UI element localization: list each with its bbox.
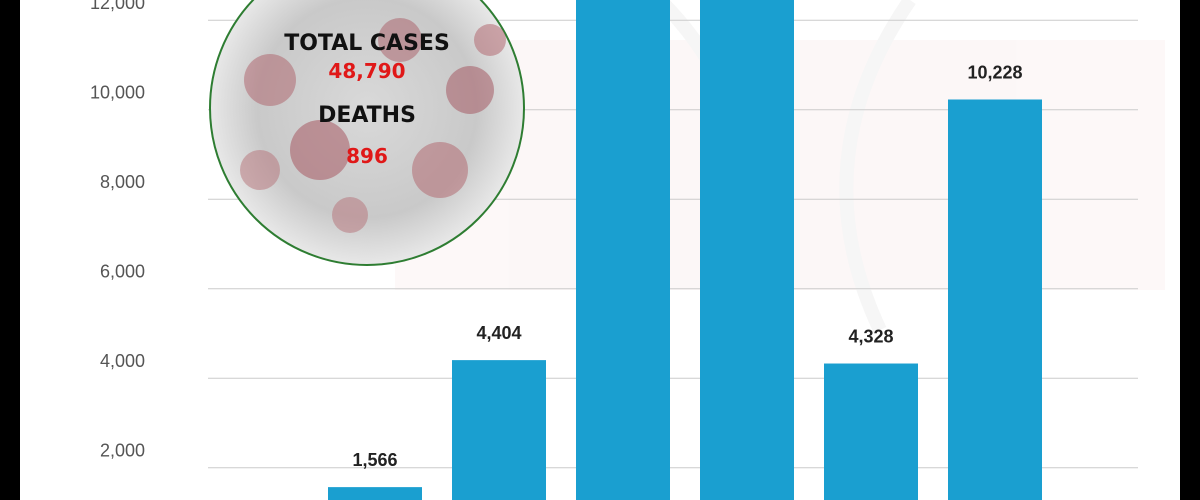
y-tick-label: 6,000	[100, 262, 145, 282]
bar	[452, 360, 546, 500]
deaths-value: 896	[346, 144, 388, 168]
deaths-label: DEATHS	[318, 103, 416, 128]
y-tick-label: 10,000	[90, 83, 145, 103]
data-labels: 1,566 4,404 4,328 10,228	[352, 62, 1022, 470]
bar-value-label: 10,228	[967, 62, 1022, 82]
y-tick-label: 4,000	[100, 351, 145, 371]
bar	[700, 0, 794, 500]
bar	[576, 0, 670, 500]
virus-image	[240, 18, 506, 233]
bar-chart: 2,000 4,000 6,000 8,000 10,000 12,000 1,566 4,…	[90, 0, 1165, 500]
bar-value-label: 4,328	[848, 327, 893, 347]
y-tick-label: 8,000	[100, 172, 145, 192]
y-axis-ticks: 2,000 4,000 6,000 8,000 10,000 12,000	[90, 0, 145, 461]
total-cases-value: 48,790	[328, 59, 405, 83]
chart-frame: 2,000 4,000 6,000 8,000 10,000 12,000 1,566 4,…	[20, 0, 1180, 500]
total-cases-label: TOTAL CASES	[284, 31, 450, 56]
y-tick-label: 12,000	[90, 0, 145, 13]
bar-value-label: 1,566	[352, 450, 397, 470]
bars	[328, 0, 1042, 500]
bar	[328, 487, 422, 500]
bar	[948, 99, 1042, 500]
bar	[824, 363, 918, 500]
stats-inset: TOTAL CASES 48,790 DEATHS 896	[209, 0, 525, 266]
y-tick-label: 2,000	[100, 441, 145, 461]
bar-value-label: 4,404	[476, 323, 521, 343]
